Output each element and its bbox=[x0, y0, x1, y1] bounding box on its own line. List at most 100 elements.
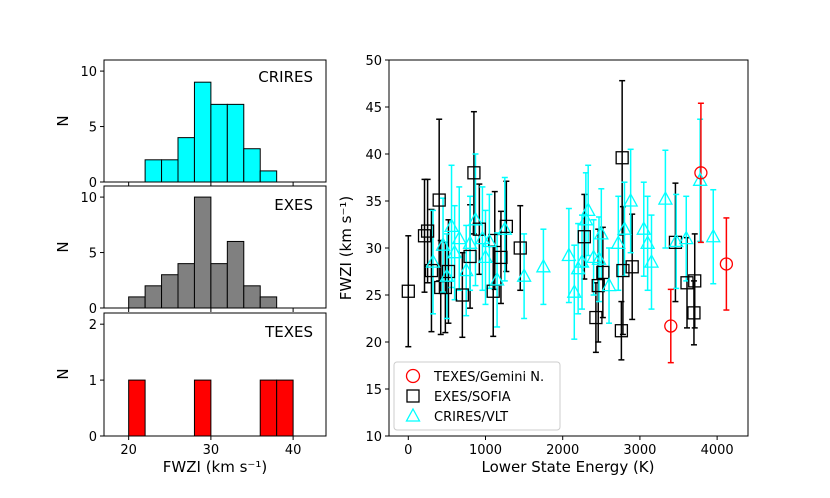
texes-histogram-ylabel: N bbox=[54, 368, 72, 379]
exes-data-point bbox=[589, 310, 603, 325]
exes-histogram-label: EXES bbox=[274, 196, 313, 214]
crires-data-point bbox=[535, 258, 551, 273]
legend-crires-marker bbox=[405, 407, 421, 422]
texes-ytick-label: 1 bbox=[89, 374, 97, 389]
texes-bar bbox=[259, 379, 278, 437]
exes-bar bbox=[226, 240, 245, 309]
crires-bar bbox=[210, 103, 228, 183]
crires-ytick-label: 0 bbox=[89, 176, 97, 191]
crires-bar bbox=[161, 159, 179, 183]
exes-bar bbox=[177, 263, 195, 309]
crires-data-point bbox=[481, 233, 497, 248]
exes-data-point bbox=[463, 249, 477, 264]
crires-data-point bbox=[566, 283, 582, 298]
crires-data-point bbox=[705, 228, 721, 243]
scatter-legend: TEXES/Gemini N. EXES/SOFIA CRIRES/VLT bbox=[393, 361, 561, 431]
texes-bar bbox=[128, 379, 146, 437]
texes-data-point bbox=[664, 319, 678, 333]
crires-bar bbox=[193, 81, 212, 183]
exes-data-point bbox=[441, 264, 456, 279]
texes-bar bbox=[276, 379, 294, 437]
exes-data-point bbox=[688, 274, 702, 288]
exes-data-point bbox=[591, 278, 605, 293]
histogram-xtick-label: 40 bbox=[285, 443, 302, 458]
crires-data-point bbox=[425, 253, 441, 268]
scatter-ytick-label: 30 bbox=[365, 242, 382, 257]
exes-bar bbox=[243, 285, 261, 309]
crires-data-point bbox=[580, 202, 596, 217]
scatter-ytick-label: 25 bbox=[365, 289, 382, 304]
scatter-ytick-label: 10 bbox=[365, 430, 382, 445]
crires-data-point bbox=[692, 171, 708, 186]
exes-data-point bbox=[614, 324, 629, 338]
crires-ytick-label: 10 bbox=[80, 65, 97, 80]
crires-bar bbox=[144, 159, 163, 183]
exes-data-point bbox=[424, 263, 439, 278]
scatter-xtick-label: 3000 bbox=[623, 443, 656, 458]
crires-data-point bbox=[458, 262, 474, 277]
exes-data-point bbox=[596, 265, 610, 280]
crires-data-point bbox=[474, 230, 491, 245]
exes-data-point bbox=[467, 166, 481, 180]
scatter-xtick-label: 2000 bbox=[546, 443, 579, 458]
crires-data-point bbox=[678, 230, 694, 245]
texes-bar bbox=[193, 379, 212, 437]
texes-ytick-label: 0 bbox=[89, 430, 97, 445]
exes-data-point bbox=[494, 250, 508, 265]
crires-data-point bbox=[443, 218, 460, 233]
exes-data-point bbox=[625, 260, 639, 274]
exes-ytick-label: 5 bbox=[89, 247, 97, 262]
crires-data-point bbox=[447, 244, 463, 259]
exes-data-point bbox=[680, 276, 694, 290]
scatter-ytick-label: 50 bbox=[365, 54, 382, 69]
crires-bar bbox=[177, 137, 195, 183]
crires-data-point bbox=[601, 277, 617, 292]
exes-bar bbox=[128, 296, 146, 309]
exes-histogram-ylabel: N bbox=[54, 241, 72, 252]
exes-bar bbox=[259, 296, 278, 309]
scatter-ytick-label: 35 bbox=[365, 195, 382, 210]
crires-data-point bbox=[462, 234, 478, 249]
crires-data-point bbox=[616, 220, 633, 235]
texes-histogram-panel: 0 1 2 20 30 40 TEXES N FWZI (km s⁻¹) bbox=[54, 312, 327, 476]
exes-data-point bbox=[417, 229, 432, 243]
legend-exes-marker bbox=[406, 389, 420, 403]
exes-data-point bbox=[455, 288, 469, 302]
crires-data-point bbox=[467, 211, 484, 226]
exes-bar bbox=[144, 285, 163, 309]
scatter-ytick-label: 40 bbox=[365, 148, 382, 163]
scatter-xtick-label: 0 bbox=[404, 443, 412, 458]
crires-histogram-label: CRIRES bbox=[258, 68, 313, 86]
exes-data-point bbox=[401, 284, 415, 298]
crires-data-point bbox=[439, 267, 455, 282]
crires-data-point bbox=[574, 253, 590, 268]
exes-bar bbox=[210, 263, 228, 309]
crires-data-point bbox=[435, 236, 451, 251]
crires-bar bbox=[226, 103, 245, 183]
scatter-ytick-label: 20 bbox=[365, 336, 382, 351]
texes-histogram-label: TEXES bbox=[264, 323, 313, 341]
scatter-ylabel: FWZI (km s⁻¹) bbox=[337, 196, 355, 300]
legend-crires-label: CRIRES/VLT bbox=[434, 410, 508, 425]
crires-data-point bbox=[451, 230, 467, 245]
scatter-xlabel: Lower State Energy (K) bbox=[482, 458, 655, 476]
scatter-ytick-label: 15 bbox=[365, 383, 382, 398]
crires-data-point bbox=[591, 250, 607, 265]
crires-data-point bbox=[477, 249, 494, 264]
legend-exes-label: EXES/SOFIA bbox=[434, 390, 511, 405]
legend-box bbox=[393, 361, 561, 431]
crires-data-point bbox=[516, 267, 532, 282]
crires-ytick-label: 5 bbox=[89, 121, 97, 136]
exes-bar bbox=[161, 274, 179, 309]
exes-data-point bbox=[616, 263, 630, 278]
crires-histogram-panel: 0 5 10 CRIRES N bbox=[54, 59, 327, 191]
crires-data-point bbox=[623, 192, 639, 207]
crires-histogram-ylabel: N bbox=[54, 115, 72, 126]
crires-data-point bbox=[640, 234, 656, 249]
exes-data-point bbox=[577, 230, 591, 244]
fwzi-scatter-panel: 10 15 20 25 30 35 40 45 50 0 1000 2000 3000 4000 Low… bbox=[337, 54, 749, 476]
crires-data-point bbox=[489, 271, 505, 286]
crires-histogram-frame bbox=[103, 59, 327, 183]
histogram-xtick-label: 30 bbox=[203, 443, 220, 458]
